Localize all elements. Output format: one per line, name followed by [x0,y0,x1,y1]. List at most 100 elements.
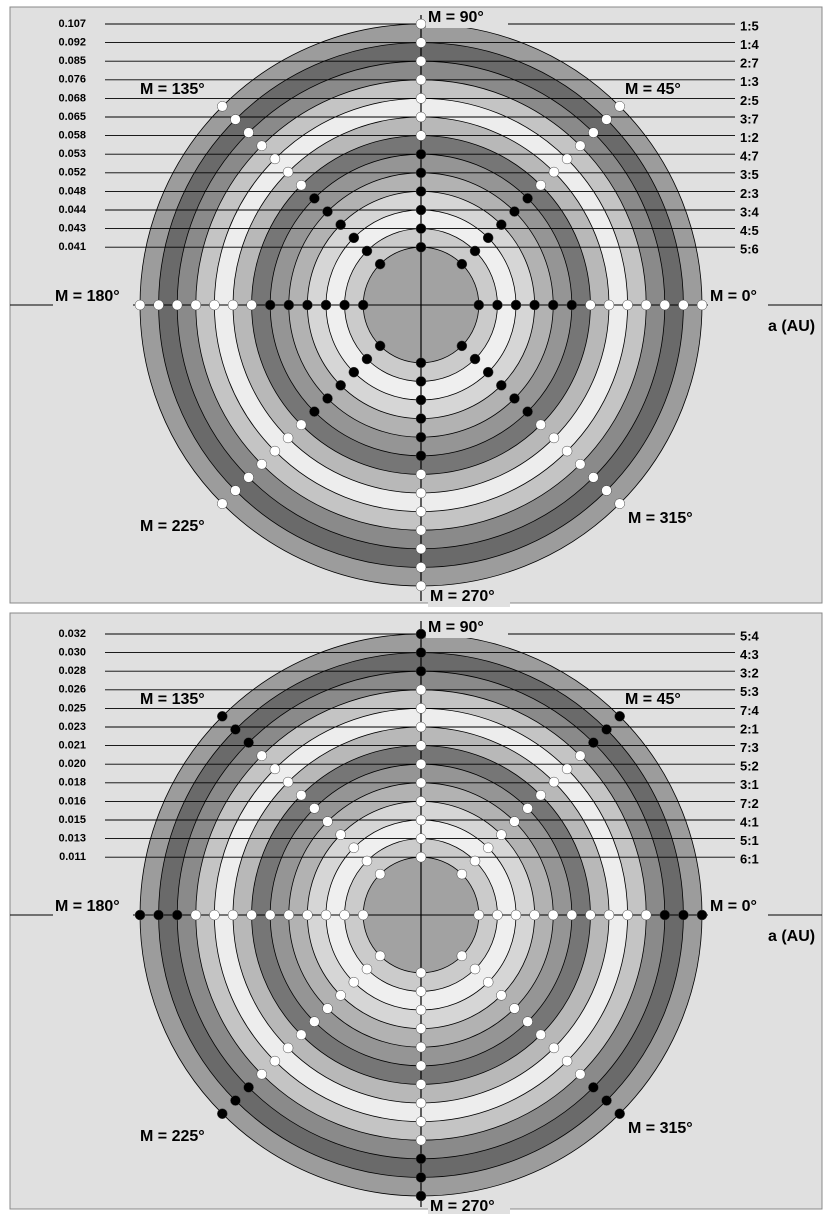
ratio-label: 5:4 [740,628,760,643]
label-background [428,1197,510,1214]
dot [415,562,427,573]
dot [243,127,254,138]
dot [535,179,547,191]
dot [282,432,294,444]
dot [415,1041,427,1053]
dot [269,763,281,775]
dot [374,340,386,352]
dot [469,855,481,867]
angle-label: M = 270° [430,1198,495,1214]
dot [456,950,468,962]
dot [509,206,520,217]
label-background [708,897,768,917]
dot [295,1029,307,1041]
angle-label: M = 270° [430,588,495,605]
dot [640,909,652,921]
dot [357,299,369,311]
dot [496,990,507,1001]
dot [282,166,294,178]
dot [171,909,183,921]
dot [282,776,294,788]
semi-major-axis-label: 0.048 [58,185,86,197]
semi-major-axis-label: 0.023 [58,721,86,733]
angle-label: M = 315° [628,1120,693,1137]
ratio-label: 2:1 [740,721,759,736]
dot [522,803,533,814]
dot [473,299,485,311]
dot [415,148,427,160]
dot [283,299,295,311]
dot [190,909,202,921]
dot [348,842,360,854]
dot [217,711,228,722]
dot [509,816,520,827]
dot [522,193,533,204]
semi-major-axis-label: 0.107 [58,18,86,30]
dot [678,299,689,311]
dot [415,394,427,406]
dot [456,868,468,880]
dot [588,737,599,748]
dot [415,487,427,499]
ratio-label: 6:1 [740,852,759,867]
dot [374,868,386,880]
dot [357,909,369,921]
dot [415,1079,427,1090]
dot [348,976,360,988]
dot [588,127,599,138]
ratio-label: 4:3 [740,647,759,662]
dot [415,223,427,234]
dot [415,1172,427,1183]
dot [415,721,427,733]
semi-major-axis-label: 0.085 [58,55,86,67]
dot [548,166,560,178]
dot [696,909,708,921]
dot [335,380,346,391]
angle-label: M = 0° [710,898,757,915]
dot [415,204,427,216]
dot [415,647,427,658]
label-background [428,587,510,607]
dot [227,909,239,921]
dot [561,763,573,775]
dot [496,219,507,230]
ratio-label: 1:4 [740,37,760,52]
dot [415,1190,427,1202]
angle-label: M = 90° [428,619,484,636]
dot [217,101,228,112]
angle-label: M = 225° [140,518,205,535]
angle-label: M = 225° [140,1128,205,1145]
dot [348,232,360,244]
dot [574,458,586,470]
dot [415,376,427,387]
dot [574,1068,586,1080]
dot [603,909,615,921]
dot [614,498,625,509]
ratio-label: 7:3 [740,740,759,755]
dot [473,909,485,921]
dot [415,524,427,536]
dot [640,299,652,311]
dot [335,990,346,1001]
dot [415,413,427,424]
dot [548,776,560,788]
dot [566,909,578,921]
dot [256,140,268,152]
dot [269,153,281,165]
dot [322,393,333,404]
label-background [426,618,508,638]
dot [415,986,427,997]
dot [335,219,346,230]
dot [614,101,625,112]
dot [415,18,427,30]
dot [264,909,276,921]
dot [415,684,427,696]
dot [659,909,671,921]
dot [659,299,671,311]
dot [529,909,540,921]
dot [492,299,503,311]
dot [415,55,427,67]
ratio-label: 4:7 [740,149,759,164]
dot [361,353,373,365]
